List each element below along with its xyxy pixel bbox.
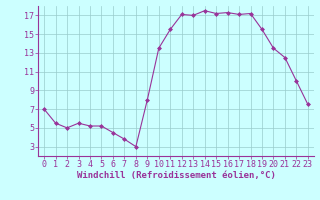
X-axis label: Windchill (Refroidissement éolien,°C): Windchill (Refroidissement éolien,°C): [76, 171, 276, 180]
